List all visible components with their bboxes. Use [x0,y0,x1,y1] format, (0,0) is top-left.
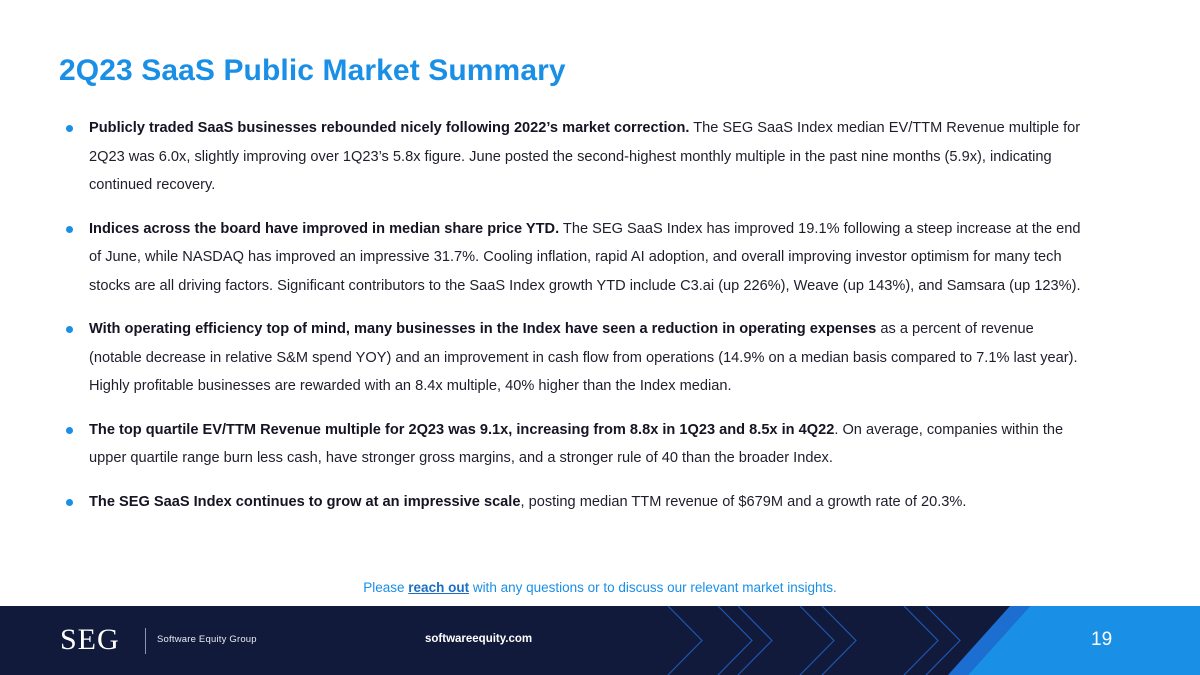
bullet-item: The SEG SaaS Index continues to grow at … [66,488,1086,517]
page-number: 19 [1091,629,1113,650]
contact-callout: Please reach out with any questions or t… [0,580,1200,595]
bullet-dot-icon [66,426,73,434]
bullet-body: as a percent of revenue (notable decreas… [89,321,1078,394]
footer-bar: SEG Software Equity Group softwareequity… [0,606,1200,675]
website-link[interactable]: softwareequity.com [425,633,533,645]
bullet-body: The SEG SaaS Index median EV/TTM Revenue… [89,120,1081,193]
reach-out-link[interactable]: reach out [408,580,470,595]
bullet-headline: The top quartile EV/TTM Revenue multiple… [89,421,835,438]
summary-bullet-list: Publicly traded SaaS businesses rebounde… [66,114,1086,531]
chevron-pattern-icon [667,606,1200,675]
bullet-dot-icon [66,125,73,132]
bullet-body: . On average, companies within the upper… [89,421,1064,467]
bullet-dot-icon [66,225,73,233]
bullet-body: , posting median TTM revenue of $679M an… [520,493,967,510]
bullet-item: The top quartile EV/TTM Revenue multiple… [66,416,1086,473]
logo-divider [145,628,146,654]
logo-subtitle: Software Equity Group [157,634,257,645]
cta-prefix: Please [363,580,409,595]
bullet-headline: Publicly traded SaaS businesses rebounde… [89,120,690,136]
bullet-dot-icon [66,498,73,506]
bullet-item: Indices across the board have improved i… [66,215,1086,301]
cta-suffix: with any questions or to discuss our rel… [469,580,837,595]
bullet-item: Publicly traded SaaS businesses rebounde… [66,114,1086,200]
page-title: 2Q23 SaaS Public Market Summary [59,54,566,87]
bullet-item: With operating efficiency top of mind, m… [66,315,1086,401]
bullet-headline: With operating efficiency top of mind, m… [89,321,877,337]
bullet-headline: The SEG SaaS Index continues to grow at … [89,493,521,510]
bullet-headline: Indices across the board have improved i… [89,220,560,237]
seg-logo: SEG [60,623,120,656]
bullet-body: The SEG SaaS Index has improved 19.1% fo… [89,220,1081,294]
bullet-dot-icon [66,326,73,333]
